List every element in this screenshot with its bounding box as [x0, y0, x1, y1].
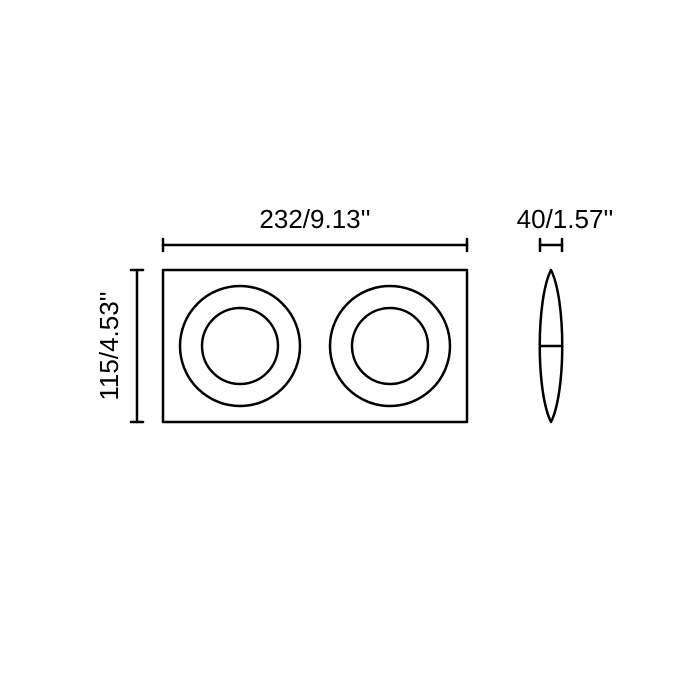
depth-dimension-label: 40/1.57''	[517, 204, 614, 234]
front-view	[163, 270, 467, 422]
width-dimension-line	[163, 239, 467, 251]
depth-dimension-line	[540, 239, 562, 251]
technical-diagram: 232/9.13'' 40/1.57'' 115/4.53''	[0, 0, 700, 700]
width-dimension-label: 232/9.13''	[259, 204, 370, 234]
side-view	[540, 270, 563, 422]
height-dimension-line	[131, 270, 143, 422]
hole-2	[330, 286, 450, 406]
height-dimension-label: 115/4.53''	[94, 291, 124, 400]
hole-1	[180, 286, 300, 406]
